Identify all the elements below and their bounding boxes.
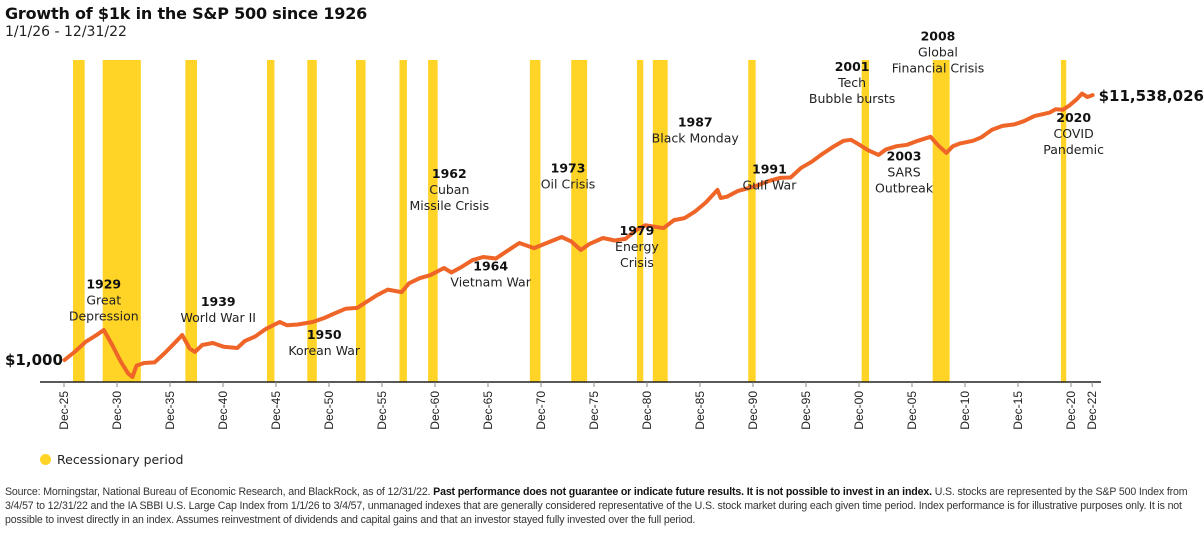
annotation-label: COVID: [1054, 126, 1094, 141]
annotation-label: Great: [86, 292, 121, 307]
annotation-label: Cuban: [429, 182, 469, 197]
x-tick-label: Dec-40: [216, 391, 230, 430]
recession-bar: [356, 60, 366, 382]
x-tick-label: Dec-75: [587, 391, 601, 430]
x-tick-label: Dec-55: [375, 391, 389, 430]
x-tick-label: Dec-85: [693, 391, 707, 430]
annotation-year: 1950: [307, 327, 342, 342]
annotation-year: 1987: [678, 115, 713, 130]
footnote-source: Source: Morningstar, National Bureau of …: [5, 486, 434, 498]
annotation-year: 2001: [835, 59, 870, 74]
annotation-year: 1991: [752, 162, 787, 177]
annotation-label: Vietnam War: [450, 275, 531, 290]
recession-bar: [266, 60, 275, 382]
start-value-label: $1,000: [5, 351, 63, 369]
legend: Recessionary period: [40, 452, 183, 467]
annotation-label: Global: [918, 44, 958, 59]
annotation-year: 1929: [86, 276, 121, 291]
recession-bar: [861, 60, 870, 382]
annotation-label: Depression: [69, 308, 139, 323]
recession-bar: [529, 60, 541, 382]
annotation-label: World War II: [180, 310, 256, 325]
recession-bar: [652, 60, 668, 382]
footnote: Source: Morningstar, National Bureau of …: [5, 485, 1200, 527]
annotation-label: Tech: [837, 75, 866, 90]
x-tick-label: Dec-00: [852, 391, 866, 430]
recession-bar: [748, 60, 756, 382]
x-tick-label: Dec-65: [481, 391, 495, 430]
annotation-label: Korean War: [288, 343, 361, 358]
recession-bar: [1060, 60, 1067, 382]
recession-bars: [73, 60, 1067, 382]
x-axis: Dec-25 Dec-30 Dec-35 Dec-40 Dec-45 Dec-50 Dec-…: [40, 381, 1101, 430]
x-tick-label: Dec-60: [428, 391, 442, 430]
recession-bar: [307, 60, 317, 382]
x-tick-label: Dec-22: [1085, 391, 1099, 430]
annotation-label: Energy: [615, 239, 659, 254]
recession-legend-swatch: [40, 454, 51, 465]
recession-bar: [102, 60, 141, 382]
end-value-label: $11,538,026: [1099, 87, 1204, 105]
annotation-label: Pandemic: [1043, 142, 1104, 157]
annotation-year: 2008: [921, 28, 956, 43]
recession-bar: [636, 60, 644, 382]
growth-line-layer: [62, 91, 1095, 379]
x-tick-label: Dec-80: [640, 391, 654, 430]
annotation-year: 1973: [551, 161, 586, 176]
x-tick-label: Dec-05: [905, 391, 919, 430]
recession-bar: [571, 60, 588, 382]
recession-bar: [428, 60, 438, 382]
annotation-label: Crisis: [620, 255, 654, 270]
x-tick-label: Dec-90: [746, 391, 760, 430]
x-tick-label: Dec-95: [799, 391, 813, 430]
recession-bar: [73, 60, 85, 382]
annotation-year: 1979: [620, 223, 655, 238]
chart-area: Dec-25 Dec-30 Dec-35 Dec-40 Dec-45 Dec-50 Dec-…: [5, 28, 1204, 430]
annotation-label: Missile Crisis: [409, 198, 489, 213]
annotation-year: 1964: [473, 259, 508, 274]
x-tick-label: Dec-45: [269, 391, 283, 430]
chart-title: Growth of $1k in the S&P 500 since 1926: [5, 4, 368, 23]
annotation-label: Black Monday: [652, 131, 740, 146]
annotation-year: 2003: [887, 148, 922, 163]
x-tick-label: Dec-20: [1064, 391, 1078, 430]
x-tick-label: Dec-70: [534, 391, 548, 430]
annotation-label: SARS: [887, 164, 920, 179]
chart-subtitle: 1/1/26 - 12/31/22: [5, 24, 127, 40]
annotation-label: Gulf War: [743, 178, 798, 193]
x-tick-label: Dec-35: [163, 391, 177, 430]
annotation-year: 1962: [432, 166, 467, 181]
annotation-year: 1939: [201, 294, 236, 309]
annotation-label: Financial Crisis: [892, 60, 985, 75]
annotation-label: Oil Crisis: [541, 177, 596, 192]
recession-bar: [185, 60, 198, 382]
x-tick-label: Dec-25: [57, 391, 71, 430]
recession-bar: [932, 60, 950, 382]
annotation-label: Outbreak: [875, 180, 934, 195]
x-tick-label: Dec-30: [110, 391, 124, 430]
x-tick-label: Dec-50: [322, 391, 336, 430]
annotation-year: 2020: [1056, 110, 1091, 125]
annotation-label: Bubble bursts: [809, 91, 895, 106]
footnote-details: U.S. stocks are represented by the S&P 5…: [5, 486, 1188, 526]
x-tick-label: Dec-10: [958, 391, 972, 430]
x-tick-label: Dec-15: [1011, 391, 1025, 430]
recession-legend-label: Recessionary period: [57, 452, 184, 467]
recession-bar: [399, 60, 407, 382]
footnote-disclaimer: Past performance does not guarantee or i…: [433, 486, 932, 498]
